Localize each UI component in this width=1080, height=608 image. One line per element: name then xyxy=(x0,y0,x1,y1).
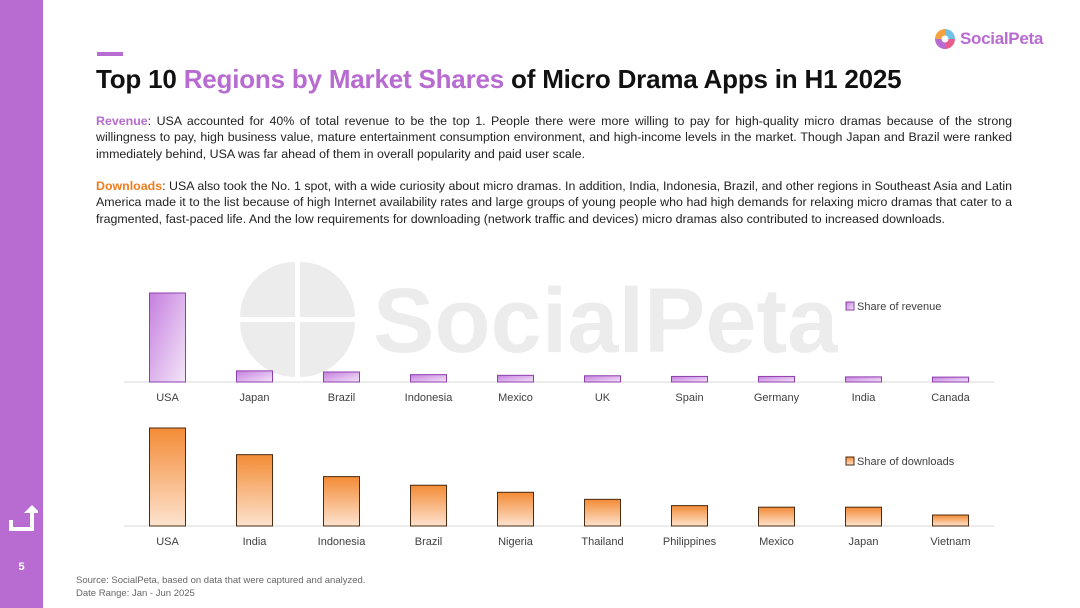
title-accent-bar xyxy=(97,52,123,56)
downloads-text: : USA also took the No. 1 spot, with a w… xyxy=(96,179,1012,226)
bar xyxy=(149,292,186,383)
title-part2: of Micro Drama Apps in H1 2025 xyxy=(504,64,902,94)
bar xyxy=(932,514,969,527)
bar xyxy=(497,374,534,383)
bar xyxy=(236,370,273,383)
revenue-text: : USA accounted for 40% of total revenue… xyxy=(96,114,1012,161)
downloads-label: Downloads xyxy=(96,179,163,193)
bar xyxy=(584,498,621,527)
x-tick-label: Thailand xyxy=(581,536,623,548)
watermark-text: SocialPeta xyxy=(373,270,838,372)
x-tick-label: Indonesia xyxy=(405,392,454,404)
x-tick-label: USA xyxy=(156,536,179,548)
x-tick-label: Japan xyxy=(240,392,270,404)
revenue-paragraph: Revenue: USA accounted for 40% of total … xyxy=(96,113,1012,162)
legend-label: Share of downloads xyxy=(857,456,955,468)
x-tick-label: Mexico xyxy=(759,536,794,548)
x-tick-label: Spain xyxy=(675,392,703,404)
x-tick-label: India xyxy=(243,536,268,548)
x-tick-label: Brazil xyxy=(328,392,356,404)
bar xyxy=(323,476,360,527)
watermark: SocialPeta xyxy=(240,262,838,377)
socialpeta-logo: SocialPeta xyxy=(934,27,1043,51)
legend-swatch xyxy=(845,301,855,311)
revenue-label: Revenue xyxy=(96,114,148,128)
x-tick-label: USA xyxy=(156,392,179,404)
title-part1: Top 10 xyxy=(96,64,184,94)
bar xyxy=(323,371,360,383)
bar xyxy=(497,491,534,527)
date-range-line: Date Range: Jan - Jun 2025 xyxy=(76,587,195,599)
sidebar: 5 xyxy=(0,0,43,608)
x-tick-label: UK xyxy=(595,392,611,404)
bar xyxy=(671,505,708,527)
source-line: Source: SocialPeta, based on data that w… xyxy=(76,575,366,586)
legend-swatch xyxy=(845,456,855,466)
x-tick-label: Canada xyxy=(931,392,970,404)
x-tick-label: Mexico xyxy=(498,392,533,404)
title-highlight: Regions by Market Shares xyxy=(183,64,505,94)
return-arrow-icon[interactable] xyxy=(8,503,38,533)
bar xyxy=(671,375,708,383)
bar xyxy=(236,454,273,527)
source-note: Source: SocialPeta, based on data that w… xyxy=(76,575,365,600)
page-number: 5 xyxy=(18,561,25,573)
x-tick-label: Philippines xyxy=(663,536,717,548)
bar xyxy=(932,376,969,383)
bar xyxy=(410,374,447,383)
x-tick-label: Vietnam xyxy=(930,536,970,548)
logo-text: SocialPeta xyxy=(960,29,1043,48)
x-tick-label: Germany xyxy=(754,392,800,404)
page-title: Top 10 Regions by Market Shares of Micro… xyxy=(96,64,902,95)
x-tick-label: Nigeria xyxy=(498,536,534,548)
x-tick-label: Japan xyxy=(849,536,879,548)
downloads-paragraph: Downloads: USA also took the No. 1 spot,… xyxy=(96,178,1012,227)
socialpeta-logo-icon xyxy=(935,29,955,49)
x-tick-label: India xyxy=(852,392,877,404)
bar xyxy=(149,427,186,527)
bar xyxy=(758,506,795,527)
legend-label: Share of revenue xyxy=(857,301,941,313)
bar xyxy=(758,375,795,383)
bar xyxy=(410,484,447,527)
bar xyxy=(845,506,882,527)
x-tick-label: Brazil xyxy=(415,536,443,548)
bar xyxy=(845,376,882,383)
bar xyxy=(584,375,621,383)
x-tick-label: Indonesia xyxy=(318,536,367,548)
